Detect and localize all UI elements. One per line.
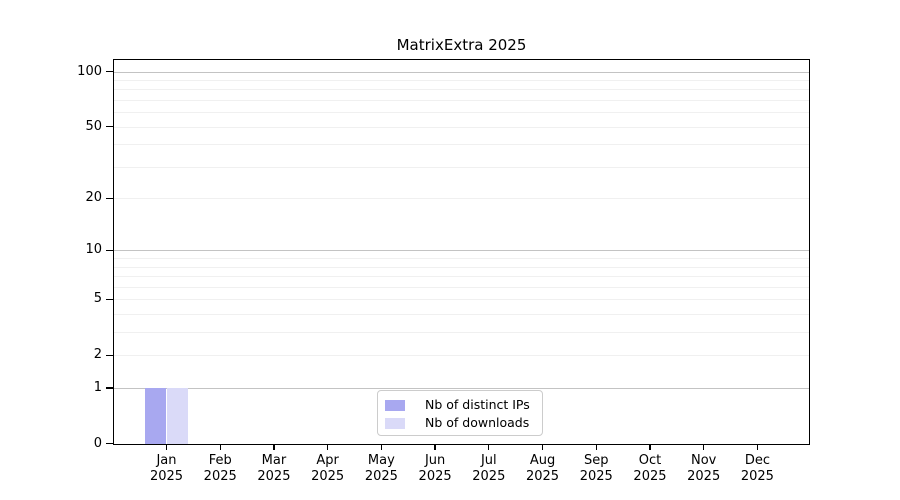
y-tick-label: 0 xyxy=(93,435,102,451)
x-tick-mark xyxy=(327,445,329,450)
x-tick-mark xyxy=(219,445,221,450)
gridline-minor xyxy=(113,89,810,91)
x-tick-label-sep: Sep 2025 xyxy=(579,453,613,484)
legend: Nb of distinct IPs Nb of downloads xyxy=(377,390,543,436)
x-tick-label-jun: Jun 2025 xyxy=(418,453,452,484)
x-tick-mark xyxy=(434,445,436,450)
gridline-major xyxy=(113,387,810,389)
legend-swatch-distinct-ips xyxy=(385,399,405,411)
y-tick-label: 5 xyxy=(93,291,102,307)
x-tick-mark xyxy=(380,445,383,450)
gridline-minor xyxy=(113,286,810,288)
gridline-major xyxy=(113,71,810,73)
gridline-minor xyxy=(113,198,810,200)
x-tick-label-apr: Apr 2025 xyxy=(311,453,345,484)
legend-label-distinct-ips: Nb of distinct IPs xyxy=(425,397,530,412)
x-tick-label-oct: Oct 2025 xyxy=(633,453,667,484)
x-tick-mark xyxy=(488,445,490,450)
gridline-minor xyxy=(113,276,810,278)
y-tick-mark xyxy=(105,249,113,252)
x-tick-mark xyxy=(703,445,705,450)
x-tick-label-may: May 2025 xyxy=(364,453,398,484)
x-tick-label-jul: Jul 2025 xyxy=(472,453,506,484)
x-tick-mark xyxy=(273,445,275,450)
y-tick-mark xyxy=(105,70,113,73)
bar-downloads-jan xyxy=(166,387,189,445)
x-tick-label-nov: Nov 2025 xyxy=(687,453,721,484)
y-tick-mark xyxy=(105,298,113,300)
legend-swatch-downloads xyxy=(385,417,405,429)
gridline-major xyxy=(113,250,810,252)
y-tick-label: 50 xyxy=(85,118,102,134)
gridline-minor xyxy=(113,299,810,301)
y-tick-label: 2 xyxy=(93,347,102,363)
legend-item-distinct-ips: Nb of distinct IPs xyxy=(385,396,542,414)
y-tick-mark xyxy=(105,354,113,356)
x-tick-mark xyxy=(541,445,544,450)
x-tick-label-aug: Aug 2025 xyxy=(525,453,560,484)
gridline-minor xyxy=(113,258,810,260)
x-tick-label-feb: Feb 2025 xyxy=(203,453,237,484)
plot-area xyxy=(113,59,810,445)
x-tick-mark xyxy=(595,445,597,450)
y-tick-label: 20 xyxy=(85,190,102,206)
gridline-minor xyxy=(113,79,810,81)
chart-title: MatrixExtra 2025 xyxy=(396,36,527,54)
y-tick-mark xyxy=(105,387,113,389)
gridline-minor xyxy=(113,355,810,357)
x-tick-mark xyxy=(756,445,759,450)
y-tick-label: 1 xyxy=(93,379,102,395)
x-tick-label-mar: Mar 2025 xyxy=(257,453,291,484)
y-tick-label: 10 xyxy=(85,242,102,258)
gridline-minor xyxy=(113,313,810,315)
gridline-minor xyxy=(113,100,810,101)
x-tick-mark xyxy=(165,445,168,450)
legend-label-downloads: Nb of downloads xyxy=(425,415,530,430)
legend-item-downloads: Nb of downloads xyxy=(385,414,542,432)
gridline-minor xyxy=(113,331,810,333)
y-tick-label: 100 xyxy=(77,63,102,79)
bar-distinct-ips-jan xyxy=(144,387,167,445)
gridline-minor xyxy=(113,144,810,146)
y-tick-mark xyxy=(105,197,113,199)
y-tick-mark xyxy=(105,126,113,128)
gridline-minor xyxy=(113,166,810,168)
y-tick-mark xyxy=(105,443,113,445)
gridline-minor xyxy=(113,126,810,128)
gridline-minor xyxy=(113,266,810,268)
gridline-minor xyxy=(113,112,810,114)
x-tick-label-dec: Dec 2025 xyxy=(740,453,774,484)
x-tick-label-jan: Jan 2025 xyxy=(149,453,184,484)
x-tick-mark xyxy=(649,445,651,450)
